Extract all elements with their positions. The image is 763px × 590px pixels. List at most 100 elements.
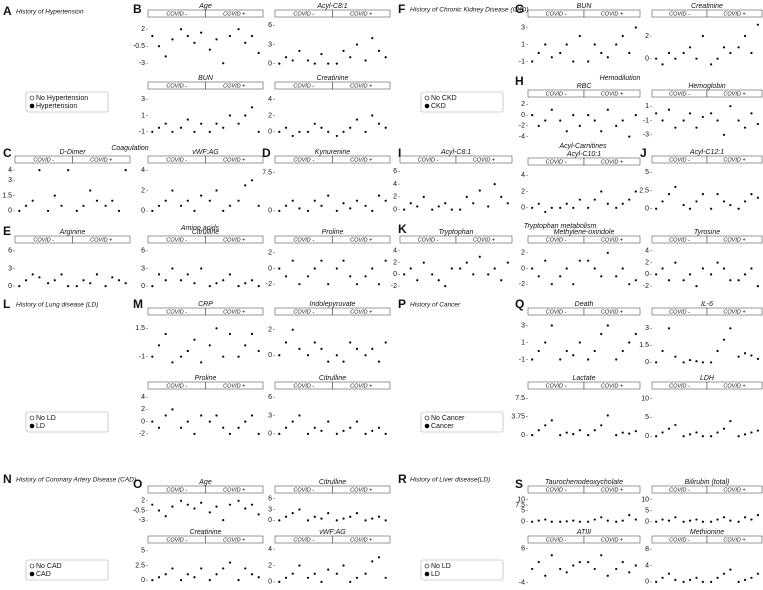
y-tick-label: 2 <box>268 327 272 334</box>
strip-label: COVID + <box>350 237 373 243</box>
data-point <box>493 267 496 270</box>
data-point <box>384 126 387 129</box>
data-point <box>298 564 301 567</box>
data-point <box>117 209 121 212</box>
data-point <box>157 126 161 129</box>
subplot-title: Citrulline <box>319 479 346 486</box>
legend-label: Cancer <box>431 423 454 430</box>
data-point <box>695 518 698 521</box>
data-point <box>722 267 726 270</box>
data-point <box>578 34 581 38</box>
data-point <box>695 126 698 129</box>
data-point <box>186 349 189 353</box>
strip-label: COVID + <box>223 83 246 89</box>
data-point <box>335 134 338 138</box>
data-point <box>257 513 260 516</box>
data-point <box>193 576 196 579</box>
data-point <box>237 122 240 125</box>
data-point <box>257 432 260 435</box>
strip <box>332 235 391 244</box>
data-point <box>291 420 294 423</box>
strip-label: COVID + <box>723 383 746 389</box>
strip-label: COVID + <box>350 157 373 163</box>
data-point <box>682 51 685 55</box>
data-point <box>298 508 301 511</box>
data-point <box>716 576 719 579</box>
data-point <box>284 576 288 579</box>
data-point <box>565 571 568 574</box>
data-point <box>578 341 581 344</box>
data-point <box>600 130 603 133</box>
subplot-title: Tyrosine <box>694 229 720 236</box>
data-point <box>284 426 288 429</box>
data-point <box>124 169 127 172</box>
data-point <box>403 273 406 276</box>
data-point <box>342 517 345 520</box>
subplot: RBC H COVID - COVID + 2 0 -2 -4 <box>515 74 641 140</box>
data-point <box>320 259 323 262</box>
data-point <box>655 57 658 60</box>
legend-marker <box>424 95 430 101</box>
data-point <box>298 347 301 350</box>
y-tick-label: 5 <box>645 507 649 514</box>
panel-letter: E <box>3 224 11 238</box>
data-point <box>31 199 34 202</box>
y-tick-label: -2 <box>519 281 525 288</box>
strip-label: COVID - <box>669 487 690 493</box>
data-point <box>228 114 232 117</box>
data-point <box>531 358 534 361</box>
data-point <box>655 207 658 210</box>
data-point <box>306 576 310 579</box>
data-point <box>593 267 596 270</box>
data-point <box>151 130 154 133</box>
data-point <box>306 130 310 133</box>
data-point <box>342 202 345 205</box>
data-point <box>710 520 713 523</box>
subplot-title: Age <box>198 479 212 486</box>
data-point <box>291 134 294 138</box>
data-point <box>444 285 447 288</box>
data-point <box>544 574 547 577</box>
legend-box <box>420 91 504 113</box>
y-tick-label: -1 <box>643 117 649 124</box>
data-point <box>250 106 254 109</box>
data-point <box>615 43 618 46</box>
data-point <box>171 567 174 570</box>
data-point <box>384 259 387 262</box>
data-point <box>606 108 609 111</box>
data-point <box>722 427 726 430</box>
legend-box <box>25 91 109 113</box>
data-point <box>364 354 367 357</box>
data-point <box>335 572 338 575</box>
y-tick-label: 0 <box>393 271 397 278</box>
data-point <box>750 354 753 357</box>
data-point <box>278 267 281 270</box>
data-point <box>208 285 211 288</box>
data-point <box>716 119 719 122</box>
subplot: vWF:AG COVID - COVID + 4 2 0 <box>141 149 264 215</box>
strip <box>72 235 131 244</box>
strip <box>583 157 641 166</box>
strip-label: COVID - <box>293 157 314 163</box>
data-point <box>171 130 174 133</box>
data-point <box>53 194 56 197</box>
panel-title: History of Coronary Artery Disease (CAD) <box>16 477 136 484</box>
data-point <box>716 193 719 196</box>
legend-marker <box>424 563 430 569</box>
strip-label: COVID - <box>166 537 187 543</box>
strip-label: COVID - <box>293 537 314 543</box>
y-tick-label: 0 <box>645 519 649 526</box>
y-tick-label: 2 <box>521 188 525 195</box>
data-point <box>695 200 698 203</box>
y-tick-label: 3 <box>8 265 12 272</box>
y-tick-label: 2 <box>141 406 145 413</box>
data-point <box>104 285 107 288</box>
strip <box>706 155 763 164</box>
data-point <box>550 554 553 557</box>
data-point <box>164 573 167 576</box>
subplot-title: Creatinine <box>317 75 349 82</box>
data-point <box>377 122 381 125</box>
y-tick-label: 0 <box>268 517 272 524</box>
data-point <box>208 130 211 133</box>
